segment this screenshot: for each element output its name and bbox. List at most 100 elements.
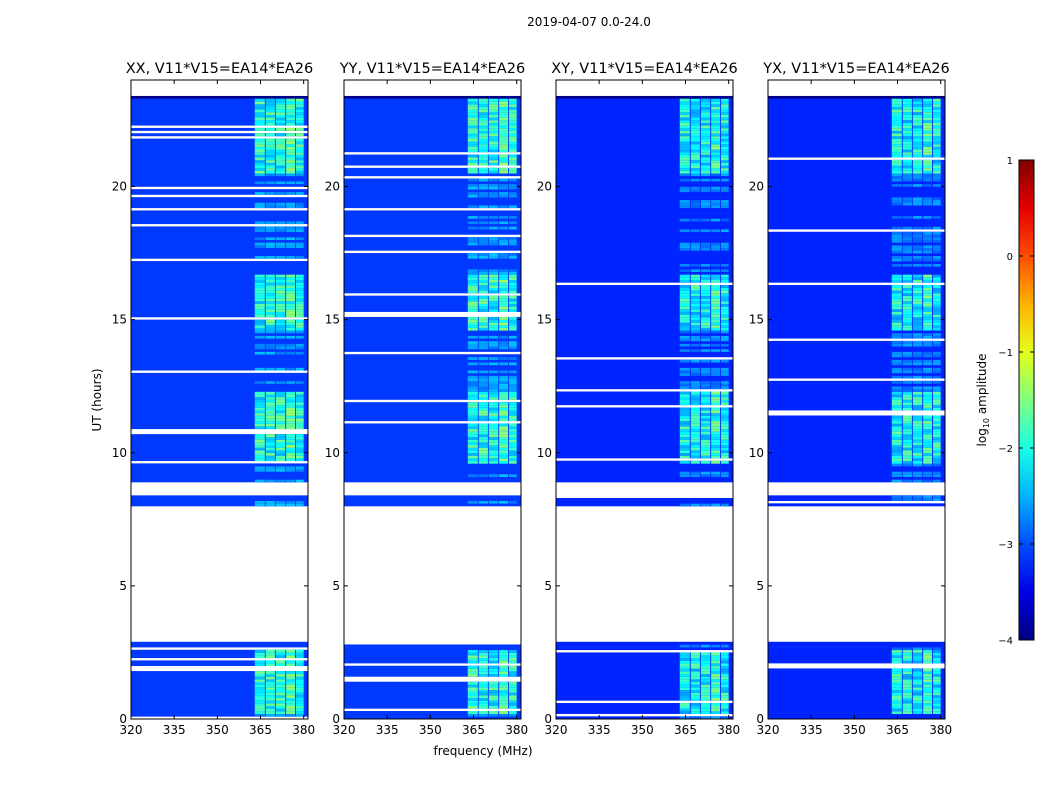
heatmap-cell (690, 410, 700, 414)
heatmap-cell (478, 298, 488, 302)
heatmap-cell (932, 431, 941, 435)
heatmap-cell (902, 375, 912, 379)
heatmap-row (131, 338, 308, 342)
heatmap-cell (711, 151, 721, 155)
heatmap-cell (932, 649, 941, 653)
heatmap-cell (679, 343, 690, 347)
heatmap-cell (902, 450, 912, 454)
heatmap-cell (923, 362, 933, 366)
heatmap-cell (478, 404, 488, 408)
heatmap-cell (912, 303, 923, 307)
heatmap-cell (488, 673, 499, 677)
heatmap-cell (478, 191, 488, 195)
heatmap-cell (275, 114, 286, 118)
heatmap-cell (923, 657, 933, 661)
heatmap-cell (508, 117, 517, 121)
heatmap-cell (700, 689, 711, 693)
heatmap-row (556, 681, 733, 685)
heatmap-cell (508, 370, 517, 374)
heatmap-cell (891, 285, 902, 288)
heatmap-row (556, 138, 733, 142)
heatmap-cell (295, 285, 304, 288)
heatmap-row (556, 266, 733, 270)
heatmap-cell (508, 436, 517, 440)
heatmap-row (768, 210, 945, 214)
heatmap-cell (295, 367, 304, 371)
heatmap-row (768, 498, 945, 501)
heatmap-cell (254, 652, 265, 656)
heatmap-cell (265, 319, 275, 323)
heatmap-row (344, 223, 521, 227)
heatmap-cell (720, 410, 729, 414)
heatmap-cell (690, 269, 700, 272)
heatmap-row (344, 681, 521, 685)
heatmap-row (344, 716, 521, 719)
heatmap-cell (499, 396, 509, 400)
heatmap-cell (912, 434, 923, 438)
heatmap-row (768, 700, 945, 704)
heatmap-row (768, 681, 945, 685)
heatmap-cell (891, 703, 902, 706)
heatmap-cell (488, 135, 499, 139)
heatmap-cell (265, 191, 275, 195)
heatmap-row (344, 700, 521, 704)
heatmap-cell (275, 500, 286, 504)
heatmap-cell (478, 167, 488, 171)
heatmap-cell (275, 226, 286, 230)
heatmap-cell (265, 402, 275, 406)
heatmap-cell (295, 237, 304, 241)
heatmap-cell (265, 277, 275, 280)
heatmap-cell (902, 652, 912, 656)
heatmap-cell (711, 135, 721, 139)
heatmap-row (768, 713, 945, 717)
heatmap-cell (700, 503, 711, 507)
heatmap-cell (478, 141, 488, 145)
heatmap-row (768, 655, 945, 659)
heatmap-cell (711, 122, 721, 126)
heatmap-cell (265, 101, 275, 105)
heatmap-cell (265, 122, 275, 126)
heatmap-cell (254, 687, 265, 691)
heatmap-cell (499, 308, 509, 312)
heatmap-row (344, 239, 521, 243)
heatmap-cell (902, 322, 912, 326)
heatmap-cell (700, 679, 711, 683)
heatmap-cell (902, 154, 912, 158)
heatmap-cell (499, 383, 509, 387)
heatmap-cell (912, 327, 923, 331)
heatmap-cell (891, 671, 902, 675)
heatmap-cell (499, 146, 509, 150)
heatmap-cell (891, 700, 902, 704)
heatmap-row (344, 159, 521, 163)
heatmap-row (768, 415, 945, 419)
heatmap-cell (679, 103, 690, 107)
heatmap-row (768, 103, 945, 107)
heatmap-cell (275, 159, 286, 163)
heatmap-cell (478, 660, 488, 664)
heatmap-cell (286, 426, 296, 430)
heatmap-row (768, 149, 945, 153)
heatmap-cell (508, 500, 517, 504)
heatmap-cell (508, 205, 517, 209)
heatmap-cell (700, 125, 711, 129)
heatmap-cell (912, 388, 923, 392)
heatmap-cell (275, 351, 286, 355)
heatmap-cell (912, 231, 923, 235)
heatmap-cell (254, 141, 265, 145)
heatmap-row (344, 98, 521, 102)
heatmap-cell (467, 255, 478, 259)
heatmap-cell (891, 298, 902, 302)
heatmap-row (344, 138, 521, 142)
heatmap-row (131, 498, 308, 501)
heatmap-cell (275, 346, 286, 350)
heatmap-cell (254, 649, 265, 653)
heatmap-cell (923, 458, 933, 462)
heatmap-cell (275, 290, 286, 294)
heatmap-cell (912, 367, 923, 371)
heatmap-row (556, 394, 733, 398)
heatmap-row (131, 138, 308, 142)
heatmap-row (556, 253, 733, 257)
heatmap-cell (923, 109, 933, 113)
heatmap-cell (275, 671, 286, 675)
